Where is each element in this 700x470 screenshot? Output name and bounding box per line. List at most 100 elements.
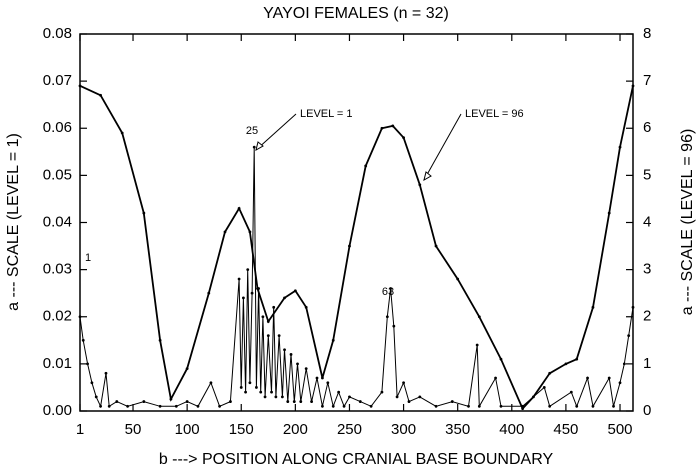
data-point	[283, 296, 286, 300]
chart-title: YAYOI FEMALES (n = 32)	[263, 5, 449, 22]
data-point	[254, 386, 258, 389]
data-point	[532, 395, 535, 399]
y-tick-label: 0.01	[43, 355, 72, 372]
data-point	[280, 395, 284, 399]
data-point	[391, 124, 395, 128]
x-tick-label: 200	[283, 421, 308, 438]
x-tick-label: 450	[553, 421, 578, 438]
data-point	[107, 404, 111, 408]
data-point	[256, 287, 259, 290]
data-point	[174, 404, 178, 408]
data-point	[418, 395, 422, 399]
data-point	[418, 183, 422, 187]
data-point	[115, 400, 119, 403]
data-point	[348, 395, 351, 399]
series-line	[79, 147, 634, 409]
x-tick-label: 1	[76, 421, 84, 438]
data-point	[99, 93, 102, 97]
data-point	[385, 315, 389, 319]
data-point	[293, 289, 297, 293]
y2-tick-label: 7	[643, 72, 651, 89]
data-point	[248, 230, 252, 234]
data-point	[315, 376, 319, 380]
data-point	[402, 381, 405, 385]
data-point	[622, 362, 626, 366]
legend-label: LEVEL = 96	[465, 108, 524, 120]
data-point	[277, 334, 281, 337]
data-point	[607, 211, 611, 215]
data-point	[434, 404, 438, 408]
data-point	[569, 390, 573, 394]
y2-tick-label: 0	[643, 402, 651, 419]
data-point	[542, 386, 546, 389]
x-tick-label: 150	[229, 421, 254, 438]
data-point	[169, 397, 173, 401]
x-tick-label: 250	[337, 421, 362, 438]
y2-tick-label: 3	[643, 261, 651, 278]
data-point	[618, 381, 622, 385]
data-point	[358, 400, 362, 403]
data-point	[239, 386, 243, 389]
data-point	[477, 315, 481, 319]
data-point	[158, 338, 162, 342]
data-point	[494, 376, 497, 380]
y-tick-label: 0.05	[43, 166, 72, 183]
data-point	[321, 376, 324, 380]
data-point	[261, 315, 265, 319]
data-point	[266, 320, 270, 323]
x-tick-label: 100	[175, 421, 200, 438]
data-point	[380, 390, 384, 394]
y2-axis-title: a --- SCALE (LEVEL = 96)	[679, 129, 696, 316]
data-point	[274, 395, 278, 399]
data-point	[310, 400, 313, 403]
data-point	[331, 404, 335, 408]
data-point	[142, 400, 146, 403]
annotation: 1	[85, 252, 91, 264]
data-point	[477, 404, 481, 408]
data-point	[196, 404, 200, 408]
data-point	[289, 353, 293, 356]
data-point	[142, 211, 146, 215]
data-point	[337, 390, 341, 394]
y-axis-title: a --- SCALE (LEVEL = 1)	[5, 133, 22, 311]
data-point	[342, 404, 346, 408]
data-point	[248, 381, 252, 385]
data-point	[185, 400, 189, 403]
data-point	[586, 376, 589, 380]
data-point	[250, 291, 254, 295]
data-point	[120, 131, 124, 135]
data-point	[270, 390, 273, 394]
y-tick-label: 0.07	[43, 72, 72, 89]
leader-line	[255, 113, 297, 151]
data-point	[407, 400, 411, 403]
data-point	[521, 407, 525, 411]
data-point	[456, 277, 460, 281]
series-line	[79, 84, 634, 411]
data-point	[229, 400, 232, 403]
data-point	[78, 84, 82, 88]
data-point	[389, 287, 392, 290]
data-point	[158, 404, 162, 408]
data-point	[631, 305, 635, 309]
x-tick-label: 50	[125, 421, 142, 438]
y-tick-label: 0.04	[43, 213, 72, 230]
data-point	[467, 404, 470, 408]
data-point	[242, 296, 245, 300]
y-tick-label: 0.03	[43, 261, 72, 278]
y2-tick-label: 6	[643, 119, 651, 136]
x-tick-label: 300	[391, 421, 416, 438]
data-point	[475, 343, 479, 347]
y2-tick-label: 4	[643, 213, 651, 230]
data-point	[272, 305, 276, 309]
y2-tick-label: 5	[643, 166, 651, 183]
data-point	[618, 145, 622, 149]
leader-arrow	[255, 141, 264, 152]
data-point	[395, 395, 399, 399]
data-point	[304, 367, 308, 370]
data-point	[299, 400, 303, 403]
data-point	[364, 164, 368, 168]
y2-tick-label: 1	[643, 355, 651, 372]
data-point	[631, 84, 635, 88]
